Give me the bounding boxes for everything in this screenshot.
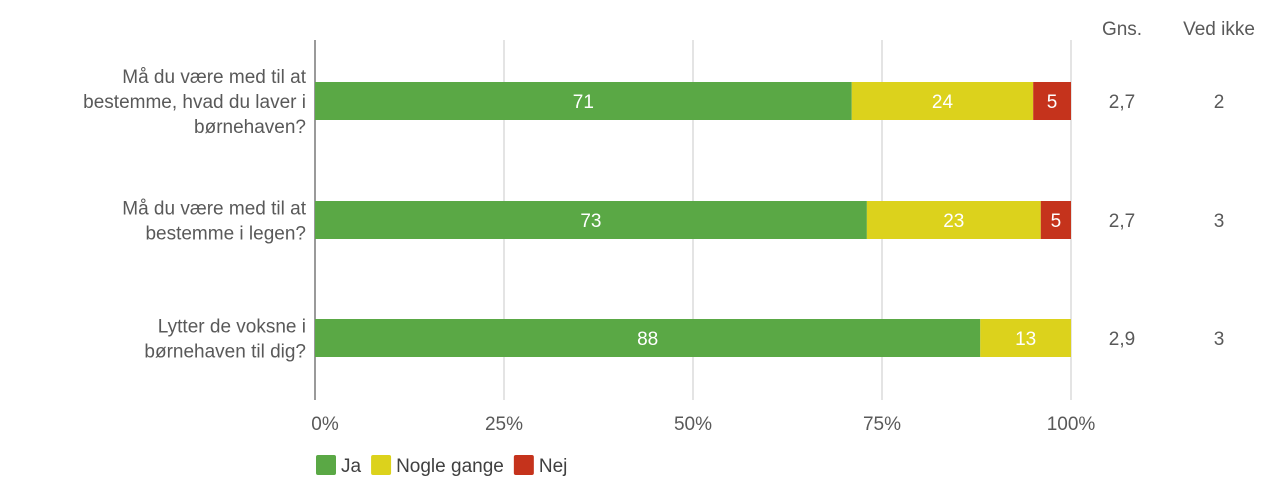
x-tick-label: 0% <box>311 414 339 435</box>
data-label: 71 <box>573 92 594 113</box>
data-label: 23 <box>943 211 964 232</box>
bars: 71 24 5 73 23 5 88 13 <box>315 82 1071 357</box>
data-label: 88 <box>637 329 658 350</box>
x-tick-label: 75% <box>863 414 901 435</box>
legend-label: Ja <box>341 456 362 477</box>
category-label: Må du være med til at bestemme, hvad du l… <box>83 67 307 138</box>
x-tick-label: 100% <box>1047 414 1096 435</box>
extra-columns: Gns. 2,7 2,7 2,9 Ved ikke 2 3 3 <box>1102 19 1255 350</box>
column-value: 3 <box>1214 329 1225 350</box>
x-tick-label: 25% <box>485 414 523 435</box>
bar-nogle-gange <box>980 319 1071 357</box>
legend: Ja Nogle gange Nej <box>316 455 567 477</box>
column-value: 2,7 <box>1109 92 1135 113</box>
data-label: 13 <box>1015 329 1036 350</box>
bar-nogle-gange <box>851 82 1034 120</box>
bar-ja <box>315 82 852 120</box>
category-label: Må du være med til at bestemme i legen? <box>122 199 306 245</box>
column-header: Ved ikke <box>1183 19 1255 40</box>
data-label: 5 <box>1047 92 1058 113</box>
column-value: 2,9 <box>1109 329 1135 350</box>
legend-label: Nej <box>539 456 568 477</box>
data-label: 5 <box>1051 211 1062 232</box>
legend-swatch <box>513 455 534 475</box>
bar-nogle-gange <box>866 201 1041 239</box>
bar-ja <box>315 319 981 357</box>
column-value: 2 <box>1214 92 1225 113</box>
x-tick-label: 50% <box>674 414 712 435</box>
x-axis-ticks: 0% 25% 50% 75% 100% <box>311 414 1095 435</box>
legend-swatch <box>371 455 392 475</box>
column-value: 2,7 <box>1109 211 1135 232</box>
legend-label: Nogle gange <box>396 456 504 477</box>
data-label: 24 <box>932 92 954 113</box>
bar-nej <box>1033 82 1071 120</box>
legend-swatch <box>316 455 336 475</box>
bar-ja <box>315 201 867 239</box>
bar-nej <box>1040 201 1071 239</box>
category-labels: Må du være med til at bestemme, hvad du l… <box>83 67 307 363</box>
column-header: Gns. <box>1102 19 1142 40</box>
column-value: 3 <box>1214 211 1225 232</box>
data-label: 73 <box>580 211 601 232</box>
category-label: Lytter de voksne i børnehaven til dig? <box>144 317 306 363</box>
